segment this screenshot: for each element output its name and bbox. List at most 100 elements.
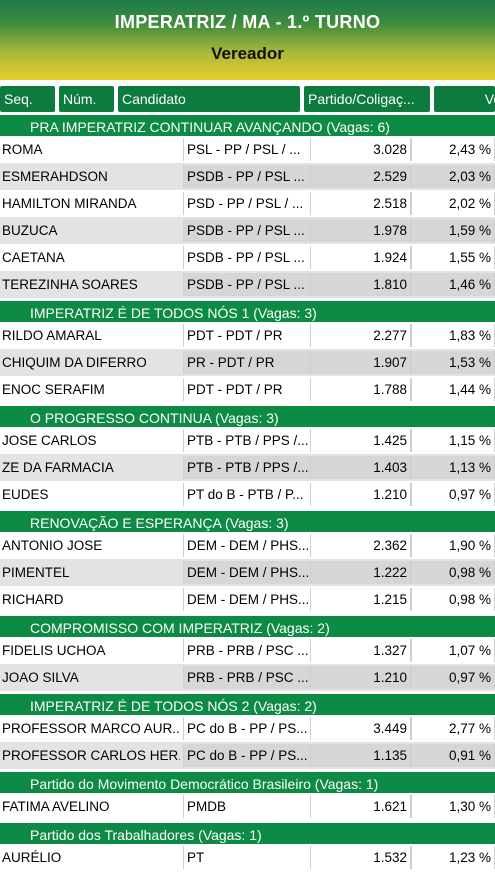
table-row[interactable]: BUZUCA PSDB - PP / PSL ... 1.978 1,59 % [0,217,495,244]
page-title: IMPERATRIZ / MA - 1.º TURNO [114,12,381,32]
candidate-name: RICHARD [2,592,64,607]
column-header-candidate[interactable]: Candidato [118,86,300,112]
candidate-party: PSDB - PP / PSL ... [187,250,305,265]
table-row[interactable]: RILDO AMARAL PDT - PDT / PR 2.277 1,83 % [0,322,495,349]
candidate-percent: 0,97 % [448,670,491,685]
candidate-percent: 1,59 % [448,223,491,238]
table-row[interactable]: JOSE CARLOS PTB - PTB / PPS /... 1.425 1,15… [0,427,495,454]
candidate-percent: 0,98 % [448,592,491,607]
candidate-party: PT do B - PTB / P... [187,487,304,502]
coalition-header: Partido do Movimento Democrático Brasile… [0,769,495,793]
cell-frame [310,219,411,242]
column-header-party[interactable]: Partido/Coligaç... [304,86,430,112]
candidate-party: PSD - PP / PSL / ... [187,196,304,211]
table-row[interactable]: ZE DA FARMACIA PTB - PTB / PPS /... 1.403 1… [0,454,495,481]
candidate-name: ENOC SERAFIM [2,382,105,397]
column-header-seq[interactable]: Seq. [0,86,55,112]
candidate-votes: 3.449 [373,721,407,736]
candidate-percent: 1,07 % [448,643,491,658]
candidate-name: JOAO SILVA [2,670,79,685]
candidate-votes: 1.788 [373,382,407,397]
cell-frame [310,378,411,401]
table-row[interactable]: PROFESSOR CARLOS HER... PC do B - PP / PS… [0,742,495,769]
candidate-party: PC do B - PP / PS... [187,721,308,736]
candidate-name: TEREZINHA SOARES [2,277,138,292]
cell-frame [310,351,411,374]
candidate-votes: 1.907 [373,355,407,370]
coalition-label: IMPERATRIZ É DE TODOS NÓS 2 (Vagas: 2) [30,698,317,714]
column-header-votes[interactable]: Vot [434,86,495,112]
candidate-votes: 1.215 [373,592,407,607]
cell-frame [310,246,411,269]
table-row[interactable]: ENOC SERAFIM PDT - PDT / PR 1.788 1,44 % [0,376,495,403]
candidate-percent: 0,98 % [448,565,491,580]
cell-frame [310,561,411,584]
candidate-votes: 1.810 [373,277,407,292]
results-table: PRA IMPERATRIZ CONTINUAR AVANÇANDO (Vaga… [0,112,495,871]
candidate-party: PR - PDT / PR [187,355,275,370]
table-row[interactable]: ESMERAHDSON PSDB - PP / PSL ... 2.529 2,03 … [0,163,495,190]
table-row[interactable]: AURÉLIO PT 1.532 1,23 % [0,844,495,871]
candidate-votes: 1.621 [373,799,407,814]
candidate-votes: 1.924 [373,250,407,265]
candidate-party: DEM - DEM / PHS... [187,565,309,580]
table-row[interactable]: CAETANA PSDB - PP / PSL ... 1.924 1,55 % [0,244,495,271]
candidate-percent: 1,15 % [448,433,491,448]
candidate-percent: 1,55 % [448,250,491,265]
column-header-votes-label: Vot [484,91,495,107]
candidate-name: JOSE CARLOS [2,433,97,448]
table-row[interactable]: FATIMA AVELINO PMDB 1.621 1,30 % [0,793,495,820]
candidate-name: FIDELIS UCHOA [2,643,106,658]
candidate-name: RILDO AMARAL [2,328,102,343]
column-header-num[interactable]: Núm. [59,86,114,112]
table-row[interactable]: EUDES PT do B - PTB / P... 1.210 0,97 % [0,481,495,508]
candidate-party: PTB - PTB / PPS /... [187,433,309,448]
candidate-name: AURÉLIO [2,850,62,865]
table-row[interactable]: ANTONIO JOSE DEM - DEM / PHS... 2.362 1,90 … [0,532,495,559]
cell-frame [310,324,411,347]
table-row[interactable]: RICHARD DEM - DEM / PHS... 1.215 0,98 % [0,586,495,613]
coalition-header: IMPERATRIZ É DE TODOS NÓS 1 (Vagas: 3) [0,298,495,322]
candidate-votes: 3.028 [373,142,407,157]
cell-frame [310,456,411,479]
cell-frame [310,744,411,767]
coalition-label: RENOVAÇÃO E ESPERANÇA (Vagas: 3) [30,515,289,531]
column-header-bar: Seq. Núm. Candidato Partido/Coligaç... V… [0,80,495,112]
candidate-votes: 1.210 [373,670,407,685]
candidate-name: ROMA [2,142,43,157]
table-row[interactable]: HAMILTON MIRANDA PSD - PP / PSL / ... 2.51… [0,190,495,217]
candidate-percent: 2,77 % [448,721,491,736]
table-row[interactable]: PROFESSOR MARCO AUR... PC do B - PP / PS.… [0,715,495,742]
table-row[interactable]: FIDELIS UCHOA PRB - PRB / PSC ... 1.327 1,0… [0,637,495,664]
candidate-name: CAETANA [2,250,65,265]
cell-frame [310,795,411,818]
cell-frame [310,192,411,215]
candidate-votes: 1.978 [373,223,407,238]
table-row[interactable]: JOAO SILVA PRB - PRB / PSC ... 1.210 0,97 % [0,664,495,691]
page-header: IMPERATRIZ / MA - 1.º TURNO Vereador [0,0,495,80]
candidate-party: PTB - PTB / PPS /... [187,460,309,475]
coalition-header: Partido dos Trabalhadores (Vagas: 1) [0,820,495,844]
cell-frame [310,588,411,611]
candidate-votes: 1.403 [373,460,407,475]
candidate-votes: 1.222 [373,565,407,580]
cell-frame [310,138,411,161]
candidate-votes: 1.532 [373,850,407,865]
candidate-name: EUDES [2,487,49,502]
candidate-party: PSDB - PP / PSL ... [187,223,305,238]
coalition-label: O PROGRESSO CONTINUA (Vagas: 3) [30,410,279,426]
candidate-percent: 1,13 % [448,460,491,475]
table-row[interactable]: PIMENTEL DEM - DEM / PHS... 1.222 0,98 % [0,559,495,586]
candidate-name: ESMERAHDSON [2,169,108,184]
table-row[interactable]: ROMA PSL - PP / PSL / ... 3.028 2,43 % [0,136,495,163]
coalition-header: IMPERATRIZ É DE TODOS NÓS 2 (Vagas: 2) [0,691,495,715]
candidate-party: PSDB - PP / PSL ... [187,277,305,292]
cell-frame [310,483,411,506]
candidate-percent: 0,91 % [448,748,491,763]
coalition-header: RENOVAÇÃO E ESPERANÇA (Vagas: 3) [0,508,495,532]
coalition-label: PRA IMPERATRIZ CONTINUAR AVANÇANDO (Vaga… [30,119,390,135]
table-row[interactable]: TEREZINHA SOARES PSDB - PP / PSL ... 1.810… [0,271,495,298]
candidate-party: PSL - PP / PSL / ... [187,142,301,157]
candidate-party: PDT - PDT / PR [187,328,283,343]
table-row[interactable]: CHIQUIM DA DIFERRO PR - PDT / PR 1.907 1,53… [0,349,495,376]
